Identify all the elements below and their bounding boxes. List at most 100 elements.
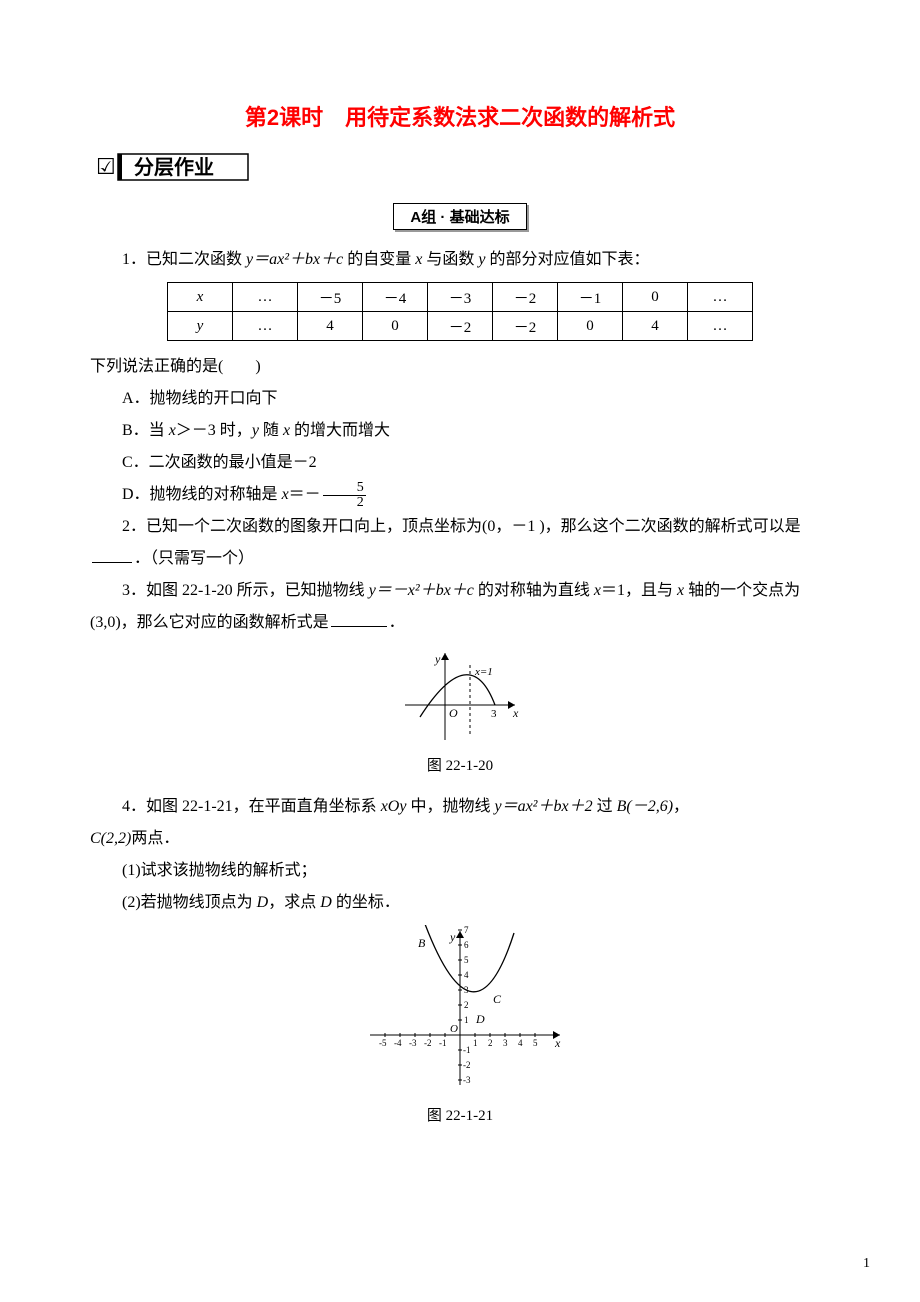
fig2-svg: -5 -4 -3 -2 -1 1 2 3 4 5 7 6 5 4 bbox=[350, 925, 570, 1095]
page-number: 1 bbox=[863, 1256, 870, 1272]
svg-text:-1: -1 bbox=[439, 1038, 447, 1048]
q2-num: 2． bbox=[122, 518, 146, 535]
cell: －2 bbox=[493, 283, 558, 312]
cell: … bbox=[688, 312, 753, 341]
fig2-caption: 图 22­-1­-21 bbox=[90, 1104, 830, 1125]
svg-text:-1: -1 bbox=[463, 1045, 471, 1055]
svg-text:-4: -4 bbox=[394, 1038, 402, 1048]
q4-sub2: (2)若抛物线顶点为 D，求点 D 的坐标． bbox=[90, 887, 830, 919]
section-bar-svg: ☑ 分层作业 bbox=[90, 150, 260, 184]
eq: y＝－x²＋bx＋c bbox=[369, 582, 474, 599]
cell: －2 bbox=[428, 312, 493, 341]
figure-22-1-21: -5 -4 -3 -2 -1 1 2 3 4 5 7 6 5 4 bbox=[90, 925, 830, 1100]
q2: 2．已知一个二次函数的图象开口向上，顶点坐标为(0，－1 )，那么这个二次函数的… bbox=[90, 511, 830, 575]
C-label: C bbox=[493, 992, 502, 1006]
cell: －3 bbox=[428, 283, 493, 312]
checkmark-icon: ☑ bbox=[96, 154, 116, 179]
q3-num: 3． bbox=[122, 582, 146, 599]
q1-text-a: 已知二次函数 bbox=[146, 251, 246, 268]
q1-y: y bbox=[478, 251, 485, 268]
cell: －2 bbox=[493, 312, 558, 341]
q1-text-c: 与函数 bbox=[422, 251, 478, 268]
cell: －4 bbox=[363, 283, 428, 312]
cell: y bbox=[168, 312, 233, 341]
q2-tail: ．（只需写一个） bbox=[134, 550, 254, 567]
eq: y＝ax²＋bx＋2 bbox=[494, 798, 592, 815]
D: D bbox=[257, 894, 269, 911]
section-bar: ☑ 分层作业 bbox=[90, 150, 830, 189]
y-label: y bbox=[434, 652, 441, 666]
svg-text:-2: -2 bbox=[463, 1060, 471, 1070]
q4-line2: C(2,2)两点． bbox=[90, 823, 830, 855]
fig1-caption: 图 22­-1­-20 bbox=[90, 754, 830, 775]
tick-3: 3 bbox=[491, 708, 497, 720]
xOy: xOy bbox=[381, 798, 407, 815]
txt: ＝1，且与 bbox=[601, 582, 677, 599]
page: 第2课时 用待定系数法求二次函数的解析式 ☑ 分层作业 A组 · 基础达标 1．… bbox=[0, 0, 920, 1302]
cell: … bbox=[233, 312, 298, 341]
xvar: x bbox=[594, 582, 601, 599]
svg-text:6: 6 bbox=[464, 940, 469, 950]
q1-optD: D．抛物线的对称轴是 x＝－52 bbox=[90, 479, 830, 511]
q1-stem: 1．已知二次函数 y＝ax²＋bx＋c 的自变量 x 与函数 y 的部分对应值如… bbox=[90, 244, 830, 276]
D-label: D bbox=[475, 1012, 485, 1026]
ptC: C(2,2) bbox=[90, 830, 131, 847]
txt: 中，抛物线 bbox=[406, 798, 494, 815]
cell: … bbox=[233, 283, 298, 312]
q1-num: 1． bbox=[122, 251, 146, 268]
q1-optC: C．二次函数的最小值是－2 bbox=[90, 447, 830, 479]
table-row: y … 4 0 －2 －2 0 4 … bbox=[168, 312, 753, 341]
yvar: y bbox=[252, 422, 259, 439]
D2: D bbox=[320, 894, 332, 911]
q1-text-d: 的部分对应值如下表： bbox=[486, 251, 650, 268]
svg-text:4: 4 bbox=[464, 970, 469, 980]
txt: 两点． bbox=[131, 830, 179, 847]
figure-22-1-20: y x O x=1 3 bbox=[90, 645, 830, 750]
svg-text:-3: -3 bbox=[463, 1075, 471, 1085]
txt: (2)若抛物线顶点为 bbox=[122, 894, 257, 911]
svg-text:1: 1 bbox=[464, 1015, 469, 1025]
cell: 0 bbox=[363, 312, 428, 341]
num: 5 bbox=[323, 481, 366, 496]
x-label: x bbox=[512, 706, 519, 720]
txt: 如图 22­-1­-21，在平面直角坐标系 bbox=[146, 798, 381, 815]
cell: … bbox=[688, 283, 753, 312]
fig1-svg: y x O x=1 3 bbox=[395, 645, 525, 745]
q4: 4．如图 22­-1­-21，在平面直角坐标系 xOy 中，抛物线 y＝ax²＋… bbox=[90, 791, 830, 823]
comma: ， bbox=[673, 798, 689, 815]
section-bar-label: 分层作业 bbox=[134, 155, 214, 179]
cell: －5 bbox=[298, 283, 363, 312]
svg-text:-3: -3 bbox=[409, 1038, 417, 1048]
ptB: B(－2,6) bbox=[617, 798, 673, 815]
svg-text:5: 5 bbox=[533, 1038, 538, 1048]
q4-sub1: (1)试求该抛物线的解析式； bbox=[90, 855, 830, 887]
svg-text:-2: -2 bbox=[424, 1038, 432, 1048]
fraction: 52 bbox=[323, 481, 366, 510]
txt: 的坐标． bbox=[332, 894, 400, 911]
xvar: x bbox=[169, 422, 176, 439]
cell: 4 bbox=[623, 312, 688, 341]
q3: 3．如图 22­-1­-20 所示，已知抛物线 y＝－x²＋bx＋c 的对称轴为… bbox=[90, 575, 830, 639]
table-row: x … －5 －4 －3 －2 －1 0 … bbox=[168, 283, 753, 312]
txt: 如图 22­-1­-20 所示，已知抛物线 bbox=[146, 582, 369, 599]
q1-optB: B．当 x＞－3 时，y 随 x 的增大而增大 bbox=[90, 415, 830, 447]
txt: ＝－ bbox=[289, 486, 321, 503]
blank bbox=[331, 610, 387, 627]
xvar: x bbox=[282, 486, 289, 503]
txt: 过 bbox=[593, 798, 617, 815]
q1-stem2: 下列说法正确的是( ) bbox=[90, 351, 830, 383]
q1-optA: A．抛物线的开口向下 bbox=[90, 383, 830, 415]
x-label: x bbox=[554, 1036, 561, 1050]
q1-text-b: 的自变量 bbox=[343, 251, 415, 268]
o-label: O bbox=[450, 1023, 458, 1035]
den: 2 bbox=[323, 496, 366, 510]
txt: B．当 bbox=[122, 422, 169, 439]
cell: x bbox=[168, 283, 233, 312]
svg-text:2: 2 bbox=[488, 1038, 493, 1048]
blank bbox=[92, 546, 132, 563]
svg-text:5: 5 bbox=[464, 955, 469, 965]
cell: 0 bbox=[623, 283, 688, 312]
txt: 的对称轴为直线 bbox=[474, 582, 594, 599]
txt: D．抛物线的对称轴是 bbox=[122, 486, 282, 503]
svg-text:3: 3 bbox=[503, 1038, 508, 1048]
